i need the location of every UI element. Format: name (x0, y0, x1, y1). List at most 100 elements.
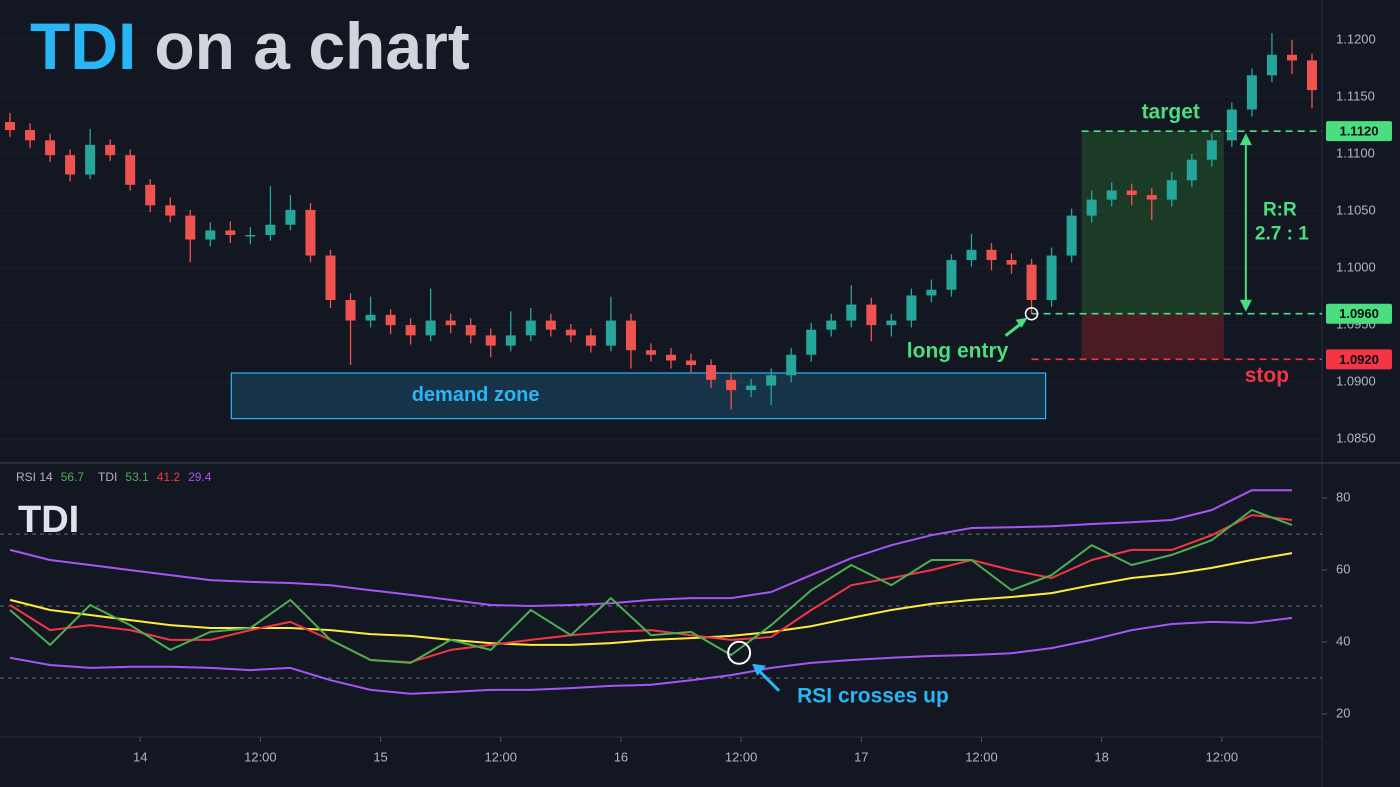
candle-body (45, 140, 56, 156)
candle-body (105, 144, 116, 156)
candle-body (605, 320, 616, 346)
y-tick-label: 1.1100 (1336, 145, 1375, 160)
legend-value: 41.2 (157, 470, 181, 484)
indicator-line (9, 514, 1293, 664)
candle-body (265, 224, 276, 235)
candle-body (205, 230, 216, 240)
candle-body (1026, 264, 1037, 301)
legend-value: 56.7 (61, 470, 85, 484)
candle-body (465, 325, 476, 336)
x-tick-label: 16 (614, 749, 628, 764)
candle-body (1306, 60, 1317, 91)
candle-body (806, 329, 817, 355)
candle-body (365, 314, 376, 321)
candle-body (826, 320, 837, 330)
y-tick-label: 1.1000 (1336, 260, 1376, 275)
y-tick-label: 20 (1336, 705, 1350, 720)
x-tick-label: 12:00 (1206, 749, 1239, 764)
candle-body (666, 354, 677, 361)
candle-body (746, 385, 757, 391)
annotation-arrow (756, 667, 781, 692)
indicator-line (9, 509, 1293, 664)
plot-layer: 1.12001.11501.11001.10501.10001.09501.09… (0, 31, 1392, 764)
y-tick-label: 60 (1336, 561, 1350, 576)
candle-body (1066, 215, 1077, 256)
candle-body (886, 320, 897, 326)
legend-value: 29.4 (188, 470, 212, 484)
indicator-line (9, 552, 1293, 646)
entry-marker (1024, 306, 1039, 321)
candle-body (505, 335, 516, 346)
y-tick-label: 1.1200 (1336, 31, 1376, 46)
candle-body (906, 295, 917, 321)
candle-body (485, 335, 496, 346)
candle-body (305, 209, 316, 256)
title-highlight: TDI (30, 9, 136, 83)
x-tick-label: 12:00 (965, 749, 998, 764)
entry-arrowhead (1015, 317, 1028, 328)
page-title: TDI on a chart (30, 9, 470, 83)
candle-body (85, 144, 96, 175)
candle-body (766, 375, 777, 386)
candle-body (846, 304, 857, 321)
candle-body (1106, 190, 1117, 200)
candle-body (25, 130, 36, 141)
rr-title: R:R (1263, 199, 1297, 220)
y-tick-label: 1.0850 (1336, 431, 1376, 446)
candle-body (686, 360, 697, 366)
candle-body (345, 300, 356, 321)
candle-body (225, 230, 236, 235)
y-tick-label: 40 (1336, 633, 1350, 648)
candle-body (1126, 190, 1137, 196)
candle-body (966, 249, 977, 261)
loss-zone (1081, 313, 1224, 360)
level-tag-label: 1.0960 (1339, 306, 1379, 321)
stop-label: stop (1245, 364, 1289, 387)
candle-body (986, 249, 997, 261)
candle-body (585, 335, 596, 346)
y-tick-label: 1.1150 (1336, 88, 1375, 103)
candle-body (706, 365, 717, 380)
level-tag (1326, 121, 1392, 142)
candle-body (1246, 75, 1257, 110)
cross-marker (727, 640, 752, 665)
indicator-line (9, 616, 1293, 695)
candle-body (565, 329, 576, 336)
candle-body (1186, 159, 1197, 181)
x-tick-label: 12:00 (725, 749, 758, 764)
candle-body (145, 184, 156, 206)
annotation-arrowhead (752, 663, 767, 676)
rr-value: 2.7 : 1 (1255, 223, 1309, 244)
legend-value: 53.1 (125, 470, 149, 484)
candle-body (1166, 180, 1177, 200)
y-tick-label: 1.0900 (1336, 374, 1376, 389)
candle-body (385, 314, 396, 326)
indicator-line (9, 489, 1292, 607)
target-label: target (1142, 101, 1200, 124)
candle-body (245, 234, 256, 237)
annotation-label: RSI crosses up (797, 684, 949, 707)
candle-body (65, 155, 76, 175)
level-tag (1326, 303, 1392, 324)
candle-body (1206, 140, 1217, 160)
candle-body (425, 320, 436, 336)
panel-title: TDI (18, 499, 79, 541)
profit-zone (1081, 131, 1224, 314)
candle-body (866, 304, 877, 326)
entry-label: long entry (907, 339, 1009, 362)
candle-body (625, 320, 636, 351)
candle-body (405, 325, 416, 336)
candle-body (5, 122, 16, 131)
level-tag (1326, 349, 1392, 370)
candle-body (165, 205, 176, 216)
title-rest: on a chart (154, 9, 469, 83)
level-tag-label: 1.0920 (1339, 352, 1379, 367)
candle-body (1086, 199, 1097, 216)
candle-body (1286, 54, 1297, 61)
legend-name: TDI (98, 470, 117, 484)
candle-body (285, 209, 296, 225)
candle-body (645, 350, 656, 355)
candle-body (1146, 195, 1157, 200)
candle-body (1266, 54, 1277, 76)
